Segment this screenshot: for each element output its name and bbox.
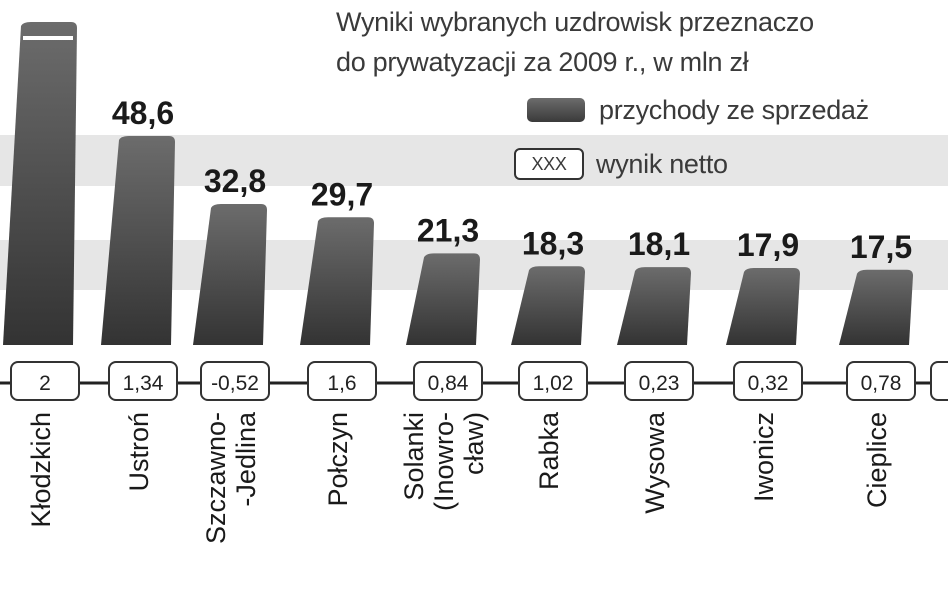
- net-result-boxes: 2 1,34 -0,52 1,6 0,84 1,02 0,23 0,32 0,78: [10, 361, 948, 401]
- net-result-value: 0,23: [639, 372, 680, 395]
- revenue-bar: [3, 22, 77, 345]
- category-label-line: Cieplice: [862, 412, 892, 508]
- revenue-bar: [300, 217, 374, 345]
- category-label-line: (Inowro-: [429, 412, 459, 511]
- revenue-value-label: 18,3: [522, 225, 584, 261]
- category-label: Ustroń: [124, 412, 154, 492]
- legend-revenue-label: przychody ze sprzedaż: [599, 94, 869, 125]
- net-result-value: 0,84: [428, 372, 469, 395]
- category-label: Kam: [946, 412, 948, 468]
- revenue-bar: [101, 136, 175, 345]
- net-result-box: [624, 361, 694, 401]
- category-label-line: Solanki: [399, 412, 429, 501]
- category-label-line: Połczyn: [323, 412, 353, 507]
- net-result-box: [413, 361, 483, 401]
- category-label: Cieplice: [862, 412, 892, 508]
- chart-title: Wyniki wybranych uzdrowisk przeznaczo do…: [336, 2, 948, 82]
- revenue-value-label: 21,3: [417, 212, 479, 248]
- revenue-bar: [511, 266, 585, 345]
- category-label-line: Ustroń: [124, 412, 154, 492]
- legend-revenue-swatch: [527, 98, 585, 122]
- net-result-box: [307, 361, 377, 401]
- category-labels: Kłodzkich Ustroń Szczawno- -Jedlina Połczyn S…: [26, 411, 948, 544]
- revenue-value-label: 48,6: [112, 95, 174, 131]
- category-label: Połczyn: [323, 412, 353, 507]
- net-result-box: [108, 361, 178, 401]
- legend-revenue: przychody ze sprzedaż: [527, 88, 948, 132]
- bar-break-mark: [23, 36, 73, 40]
- net-result-value: 0,32: [748, 372, 789, 395]
- revenue-bar: [726, 268, 800, 345]
- net-result-value: 2: [39, 372, 51, 395]
- chart-title-line1: Wyniki wybranych uzdrowisk przeznaczo: [336, 7, 814, 37]
- category-label: Wysowa: [640, 411, 670, 514]
- revenue-bar: [406, 253, 480, 345]
- category-label: Rabka: [534, 411, 564, 490]
- category-label-line: Wysowa: [640, 411, 670, 514]
- revenue-bar: [617, 267, 691, 345]
- category-label: Iwonicz: [749, 412, 779, 502]
- revenue-value-label: 32,8: [204, 163, 266, 199]
- revenue-bar: [193, 203, 267, 345]
- net-result-value: 0,78: [861, 372, 902, 395]
- net-result-value: 1,6: [327, 372, 356, 395]
- net-result-box: [846, 361, 916, 401]
- revenue-value-label: 18,1: [628, 226, 690, 262]
- category-label-line: Szczawno-: [201, 412, 231, 544]
- legend-net-label: wynik netto: [596, 148, 728, 179]
- net-result-box: [930, 361, 948, 401]
- net-result-value: -0,52: [211, 372, 259, 395]
- category-label-line: Iwonicz: [749, 412, 779, 502]
- revenue-bar: [839, 269, 913, 345]
- category-label: Solanki (Inowro-cław): [399, 412, 489, 511]
- value-labels: 48,6 32,8 29,7 21,3 18,3 18,1 17,9 17,5: [112, 95, 912, 265]
- bars: [3, 22, 913, 345]
- net-result-value: 1,34: [123, 372, 164, 395]
- net-result-box: [733, 361, 803, 401]
- legend-net-sample: XXX: [514, 148, 584, 180]
- net-result-box: [10, 361, 80, 401]
- category-label: Szczawno- -Jedlina: [201, 411, 261, 544]
- category-label-line: Rabka: [534, 411, 564, 490]
- net-result-box: [518, 361, 588, 401]
- category-label-line: Kłodzkich: [26, 412, 56, 528]
- category-label-line: -Jedlina: [231, 411, 261, 507]
- revenue-value-label: 29,7: [311, 176, 373, 212]
- category-label-line: Kam: [946, 412, 948, 468]
- legend-net: XXX wynik netto: [514, 142, 948, 186]
- category-label-line: cław): [459, 412, 489, 475]
- net-result-box: [200, 361, 270, 401]
- category-label: Kłodzkich: [26, 412, 56, 528]
- revenue-value-label: 17,9: [737, 227, 799, 263]
- revenue-value-label: 17,5: [850, 229, 912, 265]
- chart-title-line2: do prywatyzacji za 2009 r., w mln zł: [336, 47, 749, 77]
- net-result-value: 1,02: [533, 372, 574, 395]
